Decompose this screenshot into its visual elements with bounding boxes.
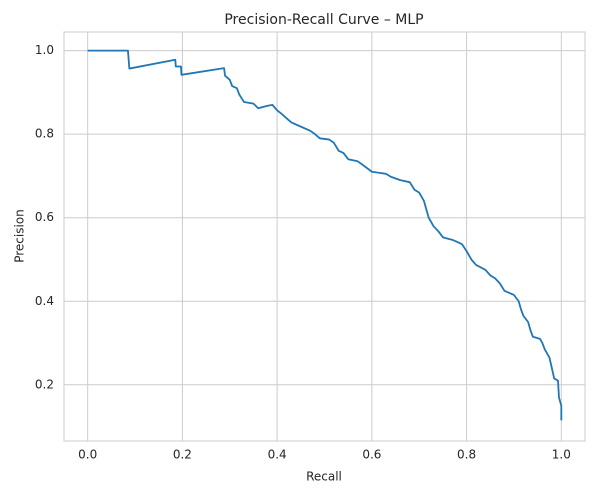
- y-tick-label: 0.6: [35, 210, 54, 224]
- x-tick-label: 0.8: [457, 448, 476, 462]
- x-tick-label: 0.4: [268, 448, 287, 462]
- x-tick-label: 1.0: [552, 448, 571, 462]
- plot-area: [63, 31, 586, 442]
- y-tick-label: 0.8: [35, 127, 54, 141]
- pr-curve: [87, 49, 563, 421]
- x-tick-label: 0.2: [173, 448, 192, 462]
- x-tick-label: 0.6: [362, 448, 381, 462]
- y-tick-label: 0.4: [35, 294, 54, 308]
- chart-title: Precision-Recall Curve – MLP: [224, 12, 423, 28]
- x-axis-label: Recall: [306, 470, 342, 484]
- y-axis-label: Precision: [13, 209, 27, 263]
- y-tick-label: 1.0: [35, 43, 54, 57]
- x-tick-label: 0.0: [78, 448, 97, 462]
- y-tick-label: 0.2: [35, 377, 54, 391]
